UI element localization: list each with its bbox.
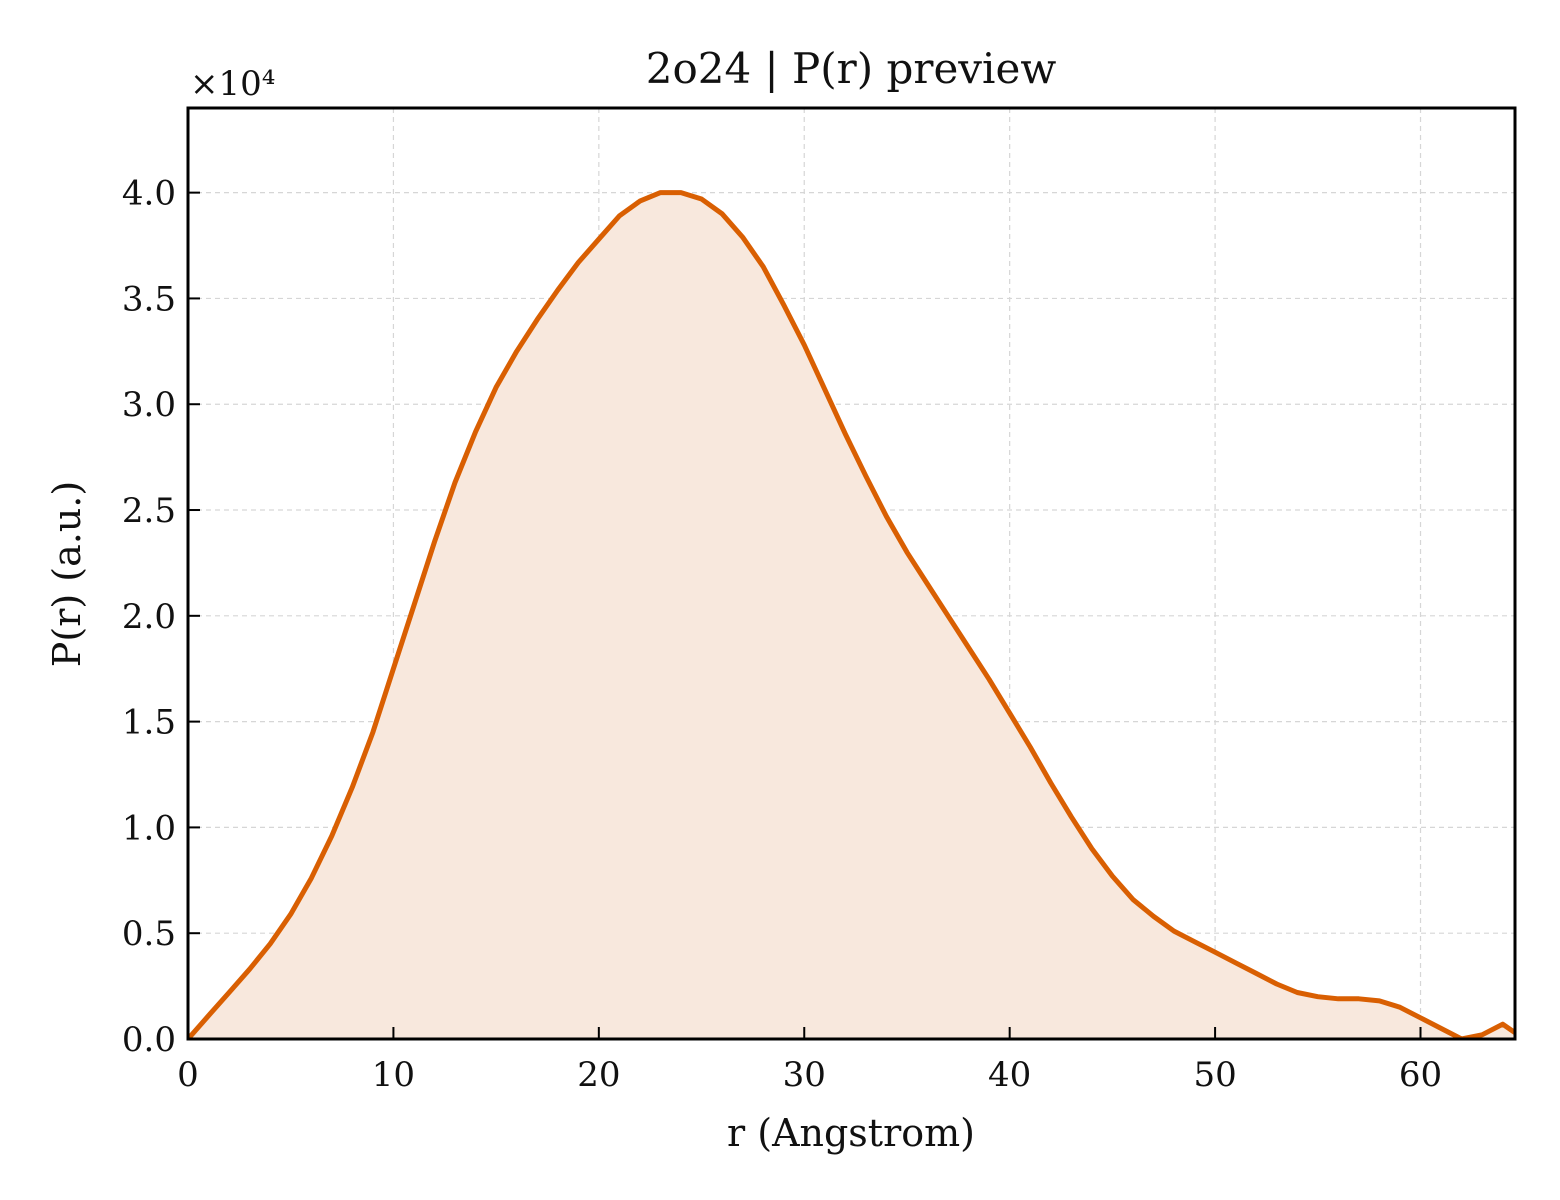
x-tick-label: 50	[1193, 1055, 1236, 1095]
y-tick-label: 1.0	[122, 808, 176, 848]
x-tick-label: 10	[372, 1055, 415, 1095]
y-axis-title: P(r) (a.u.)	[45, 481, 89, 667]
x-tick-label: 30	[783, 1055, 826, 1095]
y-tick-label: 3.5	[122, 279, 176, 319]
ticks-layer: 0 10 20 30 40 50 60 0.0 0.5 1.0 1.5 2.0 2.5 3.0 3.5 4.0	[122, 174, 1442, 1095]
area-fill	[188, 192, 1515, 1039]
series-line	[188, 190, 1515, 1039]
x-axis-title: r (Angstrom)	[727, 1111, 975, 1155]
plot-frame	[186, 106, 1517, 1041]
y-tick-label: 1.5	[122, 703, 176, 743]
chart-title: 2o24 | P(r) preview	[646, 44, 1057, 93]
y-tick-label: 2.5	[122, 491, 176, 531]
x-tick-label: 60	[1399, 1055, 1442, 1095]
x-tick-label: 0	[177, 1055, 199, 1095]
y-scale-label: ×10⁴	[190, 64, 275, 104]
x-tick-label: 20	[577, 1055, 620, 1095]
y-tick-label: 0.0	[122, 1020, 176, 1060]
y-tick-label: 2.0	[122, 597, 176, 637]
y-tick-label: 4.0	[122, 174, 176, 214]
y-tick-label: 0.5	[122, 914, 176, 954]
x-tick-label: 40	[988, 1055, 1031, 1095]
y-tick-label: 3.0	[122, 385, 176, 425]
